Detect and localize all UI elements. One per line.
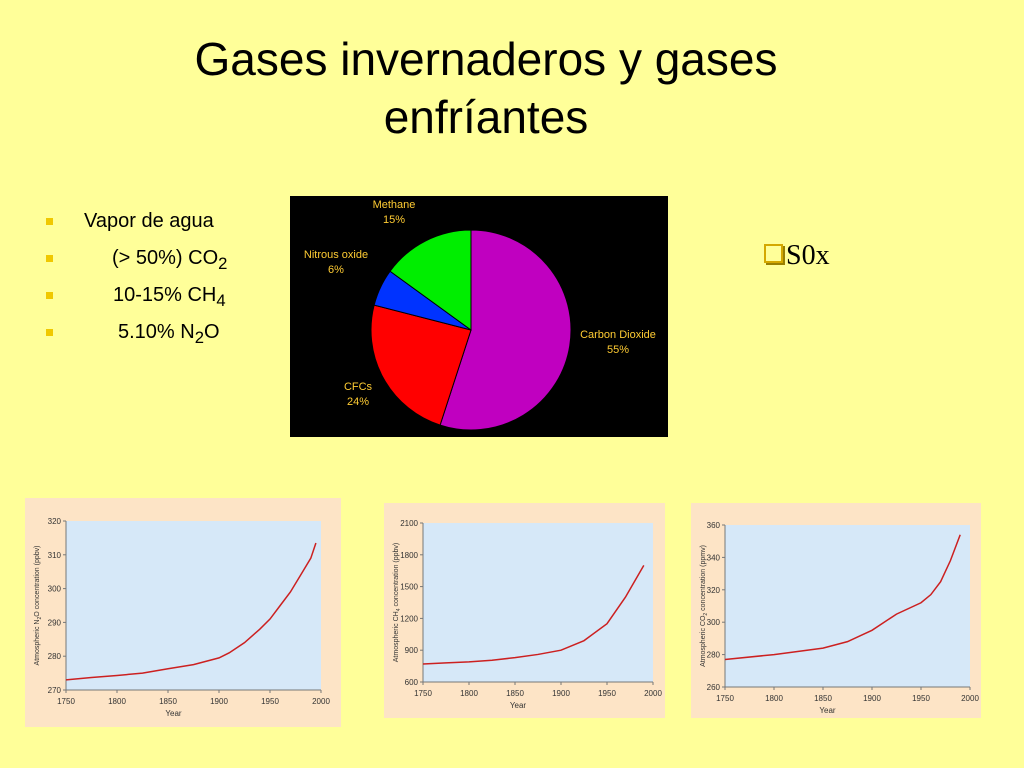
side-item: S0x [764, 240, 830, 272]
y-axis-label: Atmospheric CO2 concentration (ppmv) [700, 545, 709, 667]
x-tick-label: 1850 [814, 694, 832, 703]
label-text: concentration (ppmv) [700, 545, 707, 613]
x-tick-label: 1800 [460, 689, 478, 698]
x-tick-label: 1750 [716, 694, 734, 703]
subscript: 4 [396, 608, 402, 611]
x-tick-label: 2000 [644, 689, 662, 698]
y-tick-label: 600 [405, 678, 419, 687]
slice-value: 6% [328, 264, 344, 276]
subscript: 2 [703, 613, 709, 616]
bullet-list: Vapor de agua (> 50%) CO2 10-15% CH4 5.10% … [44, 210, 227, 358]
x-tick-label: 1900 [863, 694, 881, 703]
label-text: O concentration (ppbv) [34, 546, 41, 617]
x-tick-label: 1850 [506, 689, 524, 698]
bullet-text: (> 50%) CO [112, 247, 219, 269]
label-text: Atmospheric N [34, 620, 41, 666]
bullet-text: O [203, 321, 220, 343]
x-axis-label: Year [165, 709, 182, 718]
y-tick-label: 300 [48, 585, 62, 594]
y-tick-label: 280 [707, 651, 721, 660]
plot-area [66, 521, 321, 690]
slice-label: Carbon Dioxide [580, 329, 656, 341]
pie-slice [370, 304, 472, 426]
x-tick-label: 1750 [57, 697, 75, 706]
y-tick-label: 320 [48, 517, 62, 526]
slice-label: Nitrous oxide [304, 249, 368, 261]
x-tick-label: 1850 [159, 697, 177, 706]
x-tick-label: 1800 [108, 697, 126, 706]
slice-value: 15% [383, 214, 405, 226]
bullet: 10-15% CH4 [44, 284, 227, 321]
y-tick-label: 320 [707, 586, 721, 595]
x-tick-label: 1950 [261, 697, 279, 706]
subscript: 2 [37, 617, 43, 620]
subscript: 2 [218, 254, 228, 273]
pie-slice [439, 229, 572, 431]
y-tick-label: 360 [707, 521, 721, 530]
slice-label: Methane [373, 199, 416, 211]
slice-value: 24% [347, 396, 369, 408]
y-tick-label: 1200 [400, 614, 418, 623]
x-tick-label: 1800 [765, 694, 783, 703]
y-tick-label: 290 [48, 618, 62, 627]
bullet-text: 5.10% N [118, 321, 195, 343]
data-line [422, 565, 645, 665]
y-tick-label: 1500 [400, 583, 418, 592]
pie-slice [389, 229, 472, 331]
side-text: S0x [786, 240, 830, 271]
y-tick-label: 1800 [400, 551, 418, 560]
x-axis-label: Year [510, 701, 527, 710]
slide-title: Gases invernaderos y gases enfríantes [0, 30, 972, 146]
bullet: (> 50%) CO2 [44, 247, 227, 284]
title-line: Gases invernaderos y gases [194, 33, 778, 85]
bullet-text: Vapor de agua [84, 210, 214, 232]
checkbox-bullet [764, 244, 783, 263]
label-text: Atmospheric CO [700, 615, 707, 667]
y-axis-label: Atmospheric N2O concentration (ppbv) [34, 546, 43, 666]
y-tick-label: 280 [48, 652, 62, 661]
plot-area [725, 525, 970, 687]
plot-area [423, 523, 653, 682]
y-tick-label: 2100 [400, 519, 418, 528]
y-tick-label: 270 [48, 686, 62, 695]
data-line [724, 534, 961, 661]
subscript: 4 [216, 291, 226, 310]
subscript: 2 [194, 328, 204, 347]
x-axis-label: Year [819, 706, 836, 715]
y-tick-label: 300 [707, 618, 721, 627]
label-text: concentration (ppbv) [393, 543, 400, 609]
x-tick-label: 1750 [414, 689, 432, 698]
x-tick-label: 2000 [961, 694, 979, 703]
y-axis-label: Atmospheric CH4 concentration (ppbv) [393, 543, 402, 663]
bullet-text: 10-15% CH [113, 284, 217, 306]
x-tick-label: 1900 [552, 689, 570, 698]
slice-value: 55% [607, 344, 629, 356]
bullet: 5.10% N2O [44, 321, 227, 358]
y-tick-label: 900 [405, 646, 419, 655]
x-tick-label: 1900 [210, 697, 228, 706]
data-line [65, 542, 317, 681]
bullet: Vapor de agua [44, 210, 227, 247]
y-tick-label: 340 [707, 553, 721, 562]
x-tick-label: 1950 [598, 689, 616, 698]
label-text: Atmospheric CH [393, 611, 400, 662]
y-tick-label: 310 [48, 551, 62, 560]
y-tick-label: 260 [707, 683, 721, 692]
title-line: enfríantes [383, 91, 589, 143]
slice-label: CFCs [344, 381, 373, 393]
x-tick-label: 2000 [312, 697, 330, 706]
x-tick-label: 1950 [912, 694, 930, 703]
